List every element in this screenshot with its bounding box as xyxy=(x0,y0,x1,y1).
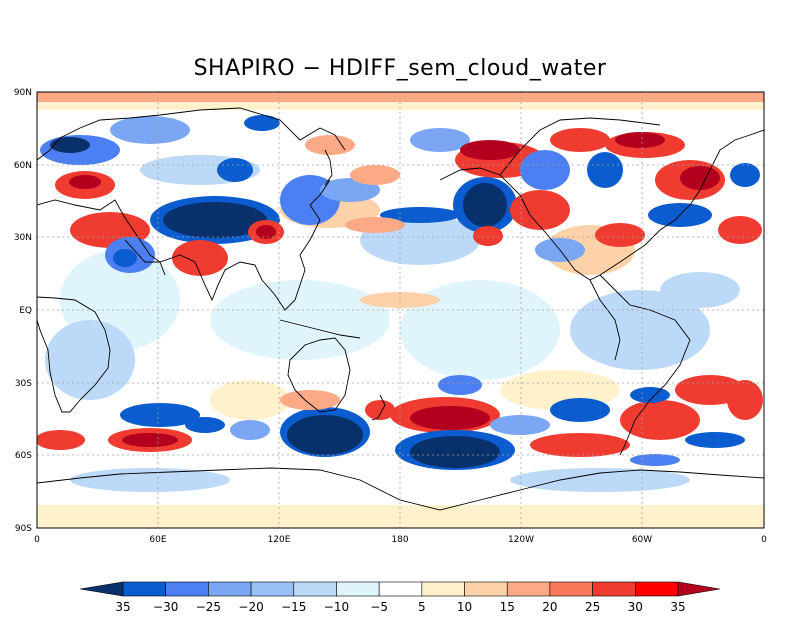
colorbar-swatch xyxy=(464,581,508,597)
colorbar-label: 5 xyxy=(418,600,426,614)
x-tick-label: 180 xyxy=(391,535,408,545)
cloud-water-field xyxy=(37,92,764,528)
colorbar-label: 35 xyxy=(115,600,130,614)
colorbar-label: 20 xyxy=(542,600,557,614)
colorbar-label: −10 xyxy=(324,600,349,614)
colorbar-swatch xyxy=(208,581,252,597)
x-tick-label: 60W xyxy=(632,535,652,545)
colorbar-swatch xyxy=(592,581,636,597)
colorbar-swatch xyxy=(122,581,166,597)
x-tick-label: 120W xyxy=(508,535,534,545)
colorbar-swatch xyxy=(635,581,679,597)
y-tick-label: 90S xyxy=(15,524,32,534)
colorbar-label: 25 xyxy=(585,600,600,614)
coastlines xyxy=(37,107,764,511)
y-tick-label: 60S xyxy=(15,451,32,461)
y-tick-label: 90N xyxy=(14,88,32,98)
colorbar-label: 30 xyxy=(628,600,643,614)
colorbar-swatch xyxy=(165,581,209,597)
plot-frame xyxy=(36,91,765,529)
colorbar-swatch xyxy=(421,581,465,597)
x-tick-label: 0 xyxy=(761,535,767,545)
x-tick-label: 120E xyxy=(268,535,291,545)
colorbar-min-arrow xyxy=(79,581,124,597)
colorbar-max-arrow xyxy=(677,581,721,597)
field-blobs xyxy=(37,92,764,528)
colorbar-label: 10 xyxy=(457,600,472,614)
colorbar: 35 −30 −25 −20 −15 −10 −5 5 10 15 20 25 30 35 xyxy=(79,581,721,614)
colorbar-label: −30 xyxy=(153,600,178,614)
colorbar-label: −25 xyxy=(196,600,221,614)
y-tick-label: 30S xyxy=(15,379,32,389)
x-tick-label: 60E xyxy=(149,535,166,545)
x-axis: 0 60E 120E 180 120W 60W 0 xyxy=(34,535,767,545)
colorbar-label: −5 xyxy=(370,600,388,614)
colorbar-label: 15 xyxy=(500,600,515,614)
y-tick-label: EQ xyxy=(19,306,32,316)
y-tick-label: 60N xyxy=(14,161,32,171)
colorbar-label: −20 xyxy=(238,600,263,614)
colorbar-swatch xyxy=(293,581,337,597)
colorbar-swatch xyxy=(336,581,380,597)
colorbar-swatch xyxy=(250,581,295,597)
y-axis: 90N 60N 30N EQ 30S 60S 90S xyxy=(14,88,32,534)
x-tick-label: 0 xyxy=(34,535,40,545)
colorbar-label: 35 xyxy=(670,600,685,614)
gridlines xyxy=(37,92,764,528)
colorbar-swatch xyxy=(549,581,593,597)
colorbar-label: −15 xyxy=(281,600,306,614)
y-tick-label: 30N xyxy=(14,233,32,243)
colorbar-swatch xyxy=(378,581,423,597)
colorbar-swatch xyxy=(506,581,551,597)
map-title: SHAPIRO − HDIFF_sem_cloud_water xyxy=(193,56,607,81)
